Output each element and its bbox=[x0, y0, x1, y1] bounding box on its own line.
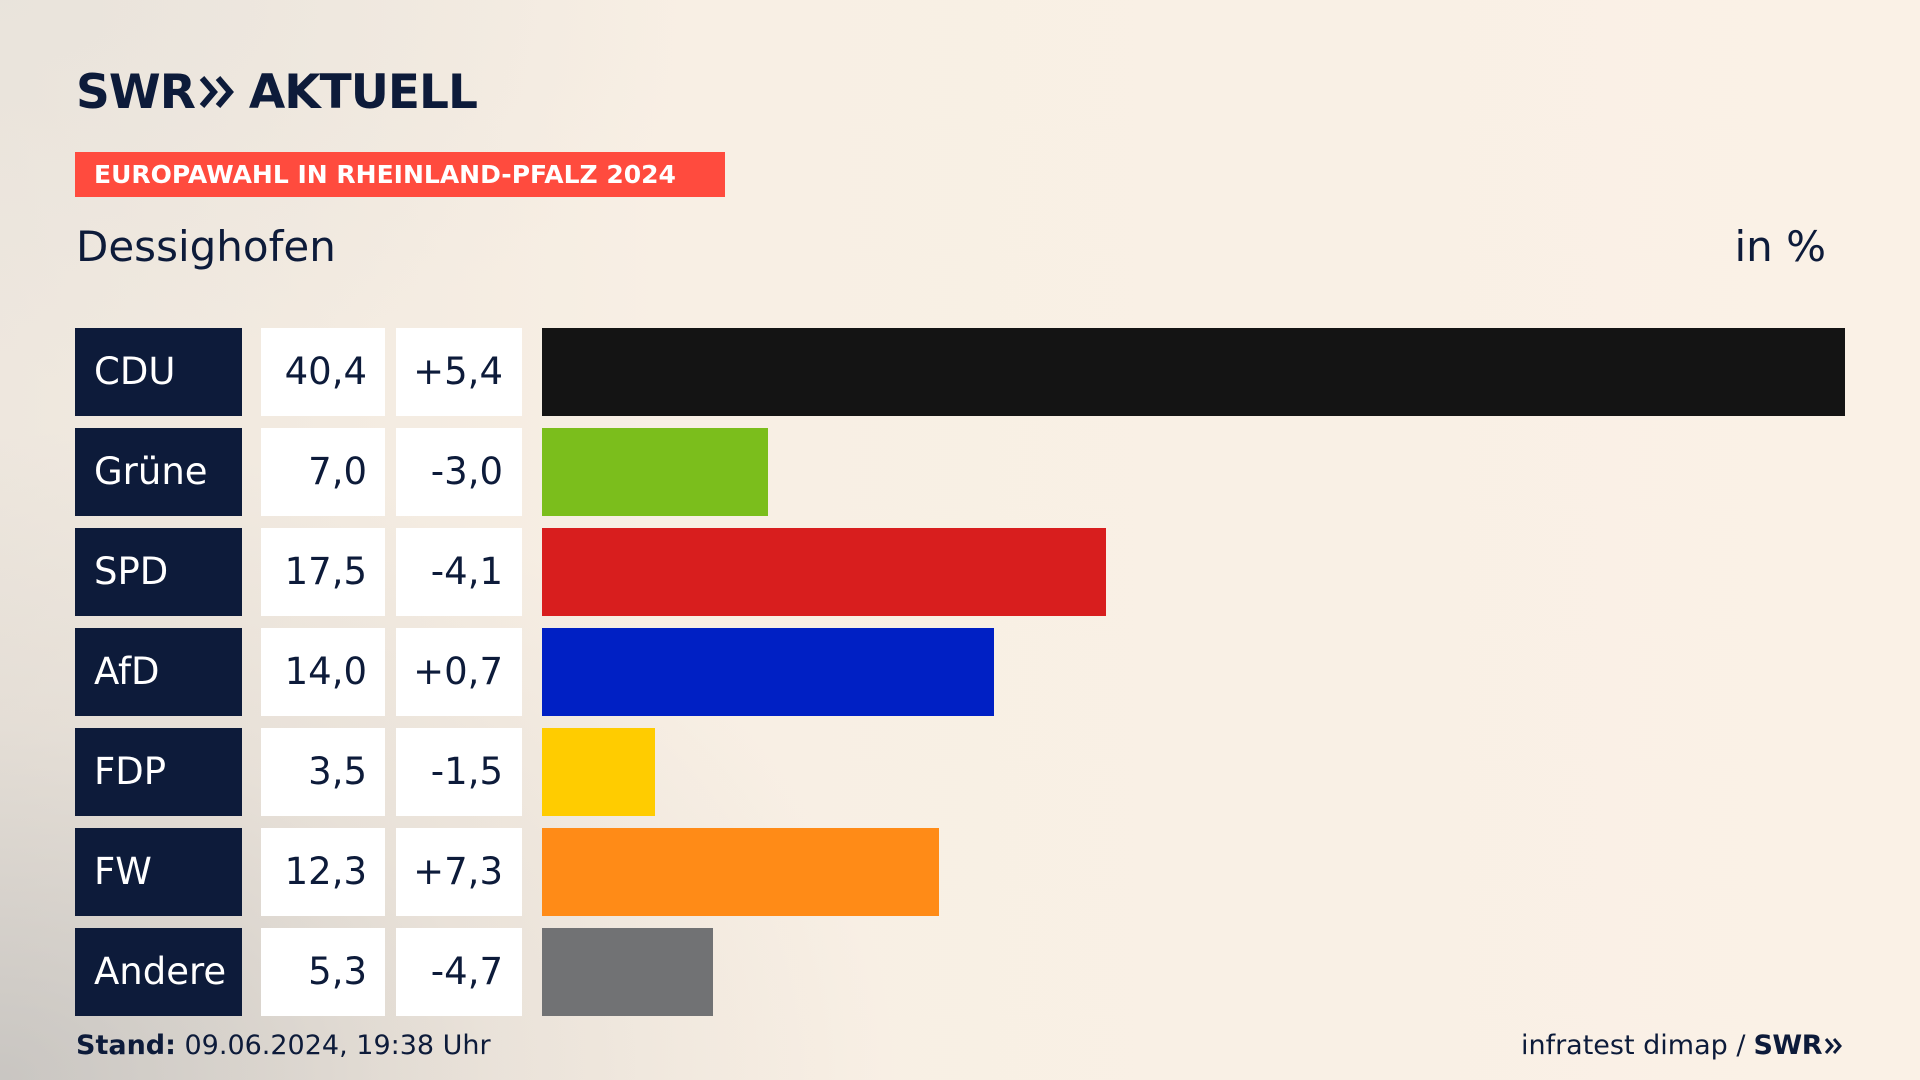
party-label-cdu: CDU bbox=[75, 328, 242, 416]
footer-brand: SWR bbox=[1753, 1030, 1822, 1061]
value-label-andere: 5,3 bbox=[261, 928, 385, 1016]
bar-andere bbox=[542, 928, 713, 1016]
diff-label-spd: -4,1 bbox=[396, 528, 522, 616]
value-label-fdp: 3,5 bbox=[261, 728, 385, 816]
bar-cdu bbox=[542, 328, 1845, 416]
location-title: Dessighofen bbox=[76, 222, 336, 271]
diff-label-andere: -4,7 bbox=[396, 928, 522, 1016]
unit-label: in % bbox=[1734, 222, 1826, 271]
logo-swr-text: SWR bbox=[76, 64, 196, 120]
stand-value: 09.06.2024, 19:38 Uhr bbox=[175, 1030, 491, 1061]
diff-label-cdu: +5,4 bbox=[396, 328, 522, 416]
footer-double-chevron-icon bbox=[1824, 1036, 1844, 1056]
double-chevron-right-icon bbox=[199, 72, 239, 112]
swr-aktuell-logo: SWR AKTUELL bbox=[76, 64, 478, 120]
source-text: infratest dimap / bbox=[1520, 1030, 1746, 1061]
bar-fw bbox=[542, 828, 939, 916]
party-label-fw: FW bbox=[75, 828, 242, 916]
diff-label-gr-ne: -3,0 bbox=[396, 428, 522, 516]
bar-fdp bbox=[542, 728, 655, 816]
stand-label: Stand: bbox=[76, 1030, 176, 1061]
party-label-andere: Andere bbox=[75, 928, 242, 1016]
source-credit: infratest dimap / SWR bbox=[1521, 1030, 1844, 1061]
value-label-cdu: 40,4 bbox=[261, 328, 385, 416]
bar-spd bbox=[542, 528, 1106, 616]
diff-label-fw: +7,3 bbox=[396, 828, 522, 916]
value-label-spd: 17,5 bbox=[261, 528, 385, 616]
bar-afd bbox=[542, 628, 994, 716]
timestamp: Stand: 09.06.2024, 19:38 Uhr bbox=[76, 1030, 491, 1061]
party-label-gr-ne: Grüne bbox=[75, 428, 242, 516]
diff-label-fdp: -1,5 bbox=[396, 728, 522, 816]
diff-label-afd: +0,7 bbox=[396, 628, 522, 716]
logo-aktuell-text: AKTUELL bbox=[248, 64, 478, 120]
election-banner: EUROPAWAHL IN RHEINLAND-PFALZ 2024 bbox=[75, 152, 725, 197]
value-label-gr-ne: 7,0 bbox=[261, 428, 385, 516]
party-label-spd: SPD bbox=[75, 528, 242, 616]
bar-gr-ne bbox=[542, 428, 768, 516]
value-label-fw: 12,3 bbox=[261, 828, 385, 916]
value-label-afd: 14,0 bbox=[261, 628, 385, 716]
party-label-fdp: FDP bbox=[75, 728, 242, 816]
party-label-afd: AfD bbox=[75, 628, 242, 716]
